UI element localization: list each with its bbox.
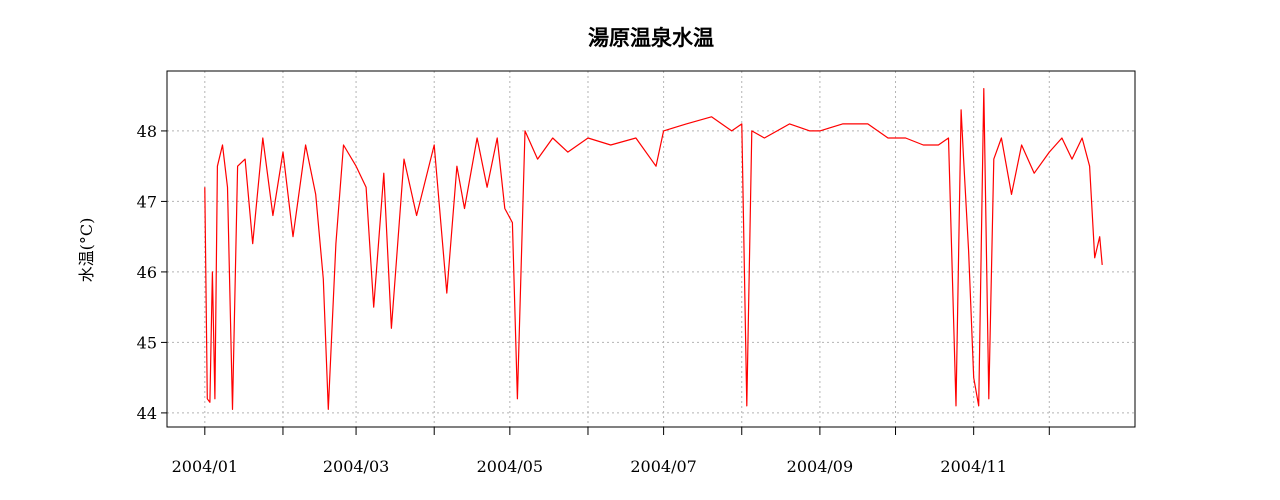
x-tick-label: 2004/07 <box>630 457 696 476</box>
plot-frame <box>166 70 1136 428</box>
grid <box>167 71 1135 427</box>
y-tick-label: 45 <box>137 333 157 352</box>
y-axis: 44 45 46 47 48 <box>137 122 167 423</box>
y-tick-label: 48 <box>137 122 157 141</box>
x-tick-label: 2004/05 <box>477 457 543 476</box>
series-layer <box>204 87 1103 410</box>
y-axis-label: 水温(°C) <box>77 218 96 283</box>
chart-title: 湯原温泉水温 <box>588 25 714 50</box>
x-tick-label: 2004/01 <box>172 457 238 476</box>
y-tick-label: 47 <box>137 192 157 211</box>
x-tick-label: 2004/11 <box>940 457 1006 476</box>
x-tick-label: 2004/09 <box>787 457 853 476</box>
y-tick-label: 46 <box>137 263 157 282</box>
x-axis: 2004/01 2004/03 2004/05 2004/07 2004/09 2004/… <box>172 427 1050 476</box>
y-tick-label: 44 <box>137 404 157 423</box>
x-tick-label: 2004/03 <box>323 457 389 476</box>
series-line <box>204 87 1103 410</box>
